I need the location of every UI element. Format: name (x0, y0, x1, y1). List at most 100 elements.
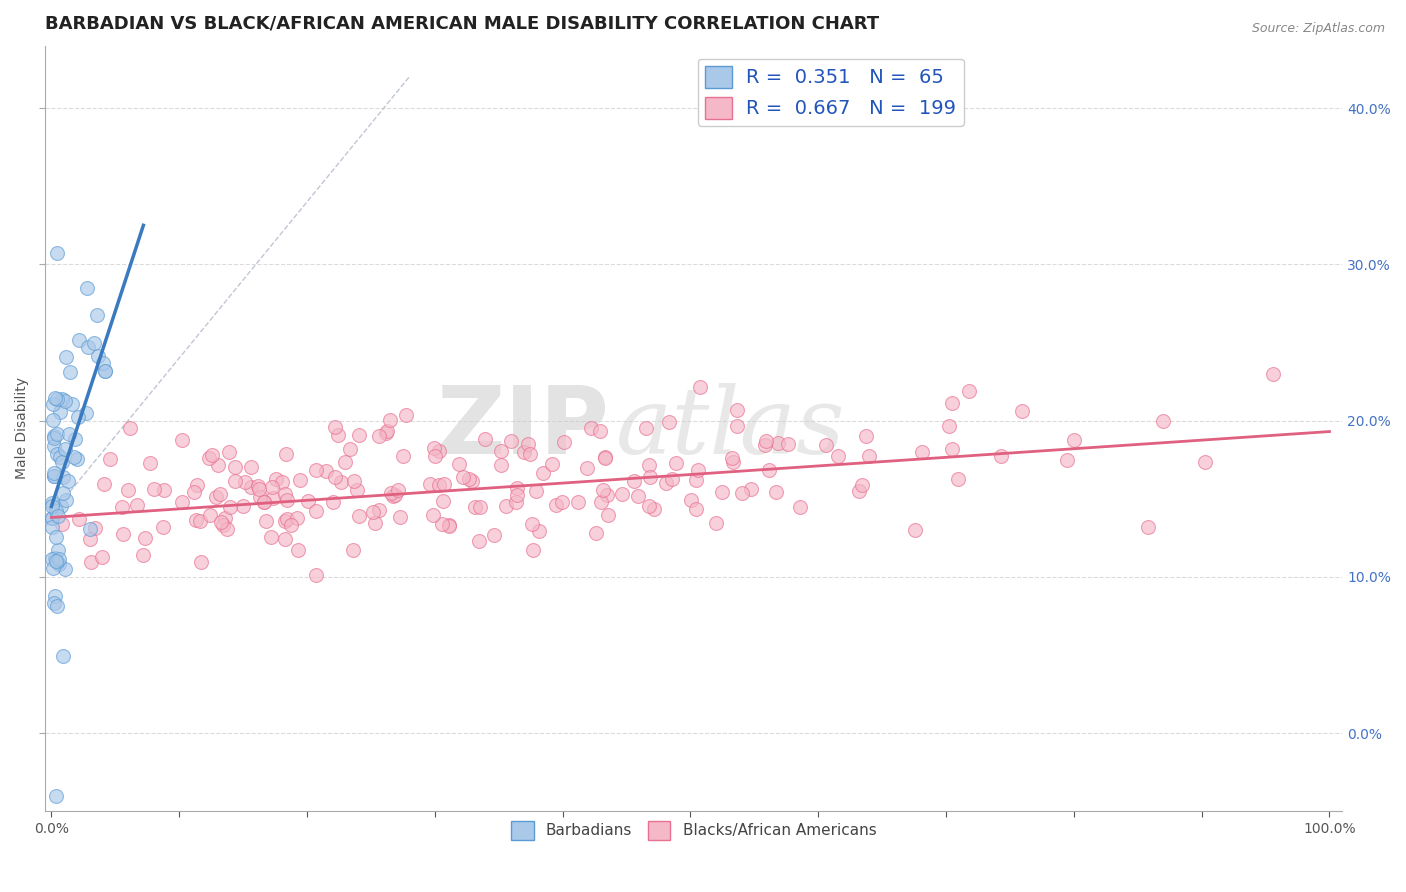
Point (45, 427, 67, 442)
Point (262, 491, 284, 505)
Point (491, 458, 513, 473)
Point (41, 552, 63, 566)
Point (1194, 455, 1216, 469)
Point (48, 557, 70, 571)
Point (67, 409, 90, 424)
Point (262, 481, 284, 495)
Point (60, 397, 83, 411)
Point (367, 503, 389, 517)
Point (638, 458, 661, 472)
Point (55, 493, 77, 508)
Point (86, 308, 108, 322)
Point (529, 524, 551, 538)
Point (79, 522, 101, 536)
Point (83, 336, 105, 351)
Point (42, 428, 65, 442)
Point (285, 511, 308, 525)
Point (765, 485, 787, 500)
Point (754, 438, 776, 452)
Point (364, 516, 387, 531)
Point (686, 462, 709, 476)
Point (209, 487, 232, 501)
Point (946, 472, 969, 486)
Point (215, 522, 238, 536)
Point (127, 498, 149, 512)
Point (593, 450, 616, 464)
Point (49, 499, 72, 513)
Point (42, 468, 65, 483)
Point (297, 494, 319, 508)
Point (685, 501, 707, 516)
Point (94, 364, 117, 378)
Point (520, 516, 543, 531)
Point (423, 441, 446, 455)
Point (42, 397, 65, 411)
Point (361, 506, 384, 520)
Point (76, 281, 98, 295)
Point (623, 474, 645, 488)
Point (51, 392, 73, 407)
Point (419, 477, 441, 491)
Point (581, 421, 603, 435)
Point (439, 518, 461, 533)
Point (1011, 403, 1033, 417)
Point (938, 419, 960, 434)
Point (44, 432, 66, 446)
Point (45, 246, 67, 260)
Point (98, 452, 121, 467)
Point (596, 488, 619, 502)
Point (232, 499, 254, 513)
Point (378, 413, 401, 427)
Point (41, 519, 63, 533)
Point (433, 477, 456, 491)
Point (638, 470, 661, 484)
Point (211, 518, 233, 533)
Point (851, 478, 873, 492)
Point (1137, 520, 1160, 534)
Point (576, 461, 599, 475)
Point (721, 451, 744, 466)
Point (274, 487, 297, 501)
Point (75, 406, 97, 420)
Point (260, 530, 283, 544)
Point (218, 500, 240, 515)
Point (343, 475, 366, 489)
Point (240, 460, 263, 475)
Point (274, 514, 297, 528)
Point (474, 432, 496, 446)
Legend: Barbadians, Blacks/African Americans: Barbadians, Blacks/African Americans (505, 814, 883, 846)
Point (205, 490, 228, 504)
Point (941, 395, 963, 409)
Point (685, 473, 707, 487)
Point (551, 494, 574, 508)
Point (45, 789, 67, 803)
Point (531, 466, 554, 480)
Point (904, 523, 927, 537)
Point (432, 517, 454, 532)
Point (224, 474, 246, 488)
Point (422, 508, 444, 523)
Point (638, 499, 661, 513)
Point (815, 438, 838, 452)
Point (329, 475, 352, 489)
Point (740, 483, 762, 497)
Point (392, 449, 415, 463)
Point (183, 485, 205, 500)
Point (789, 500, 811, 514)
Point (305, 504, 328, 518)
Point (290, 473, 312, 487)
Point (661, 472, 683, 486)
Point (598, 508, 620, 522)
Point (132, 549, 155, 563)
Point (1056, 452, 1078, 467)
Point (655, 476, 678, 491)
Point (375, 425, 398, 439)
Point (41, 499, 63, 513)
Point (207, 458, 229, 473)
Point (384, 488, 406, 502)
Point (342, 542, 364, 557)
Point (643, 501, 665, 516)
Point (458, 473, 481, 487)
Point (522, 543, 544, 558)
Point (349, 428, 371, 442)
